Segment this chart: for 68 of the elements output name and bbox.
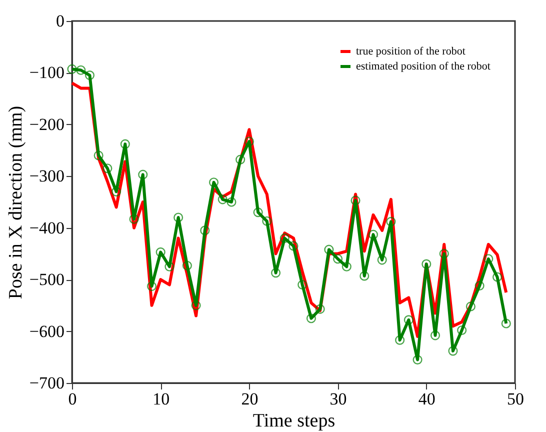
point	[218, 194, 228, 204]
point	[492, 272, 502, 282]
y-tick-label: −500	[29, 270, 64, 290]
point	[174, 212, 184, 222]
point	[448, 346, 458, 356]
point	[76, 65, 86, 75]
point	[67, 64, 77, 74]
point	[422, 259, 432, 269]
x-tick-label: 20	[241, 390, 258, 408]
point	[350, 196, 360, 206]
legend-label: true position of the robot	[356, 46, 466, 58]
point	[474, 281, 484, 291]
point	[315, 304, 325, 314]
point	[200, 226, 210, 236]
point	[324, 244, 334, 254]
y-tick-label: −100	[29, 63, 64, 82]
point	[253, 208, 263, 218]
point	[102, 164, 112, 174]
point	[226, 197, 236, 207]
point	[404, 315, 414, 325]
x-tick-label: 50	[507, 390, 524, 408]
point	[182, 260, 192, 270]
point	[288, 241, 298, 251]
point	[280, 233, 290, 243]
point	[439, 248, 449, 258]
point	[84, 70, 95, 80]
point	[112, 186, 122, 196]
point	[386, 216, 396, 226]
x-tick-label: 30	[330, 390, 347, 408]
y-tick-label: −300	[29, 166, 64, 186]
y-tick-label: −600	[29, 322, 64, 341]
point	[94, 150, 104, 160]
point	[333, 254, 343, 264]
point	[430, 330, 440, 340]
legend-label: estimated position of the robot	[356, 60, 490, 72]
point	[395, 335, 405, 345]
y-axis-title: Pose in X direction (mm)	[5, 106, 26, 300]
point	[129, 214, 139, 224]
point	[156, 247, 166, 257]
point	[368, 230, 378, 240]
point	[306, 314, 316, 324]
point	[501, 318, 511, 328]
point	[236, 154, 246, 164]
point	[164, 262, 174, 272]
point	[270, 268, 281, 278]
x-tick-label: 40	[418, 390, 436, 408]
x-axis-title: Time steps	[252, 410, 336, 432]
point	[466, 302, 476, 312]
point	[191, 300, 201, 310]
point	[146, 282, 157, 292]
point	[208, 178, 219, 188]
x-tick-label: 10	[152, 390, 170, 408]
y-tick-label: 0	[56, 12, 64, 30]
point	[377, 255, 387, 265]
y-tick-label: −200	[29, 114, 64, 134]
x-tick-label: 0	[68, 390, 77, 408]
point	[138, 170, 148, 180]
y-tick-label: −700	[29, 374, 64, 392]
point	[484, 254, 494, 264]
point	[412, 354, 422, 365]
point	[457, 325, 467, 336]
point	[244, 136, 254, 146]
point	[262, 216, 272, 226]
point	[298, 280, 308, 290]
y-tick-label: −400	[29, 218, 64, 238]
point	[360, 271, 370, 281]
point	[342, 262, 352, 272]
point	[120, 139, 130, 149]
